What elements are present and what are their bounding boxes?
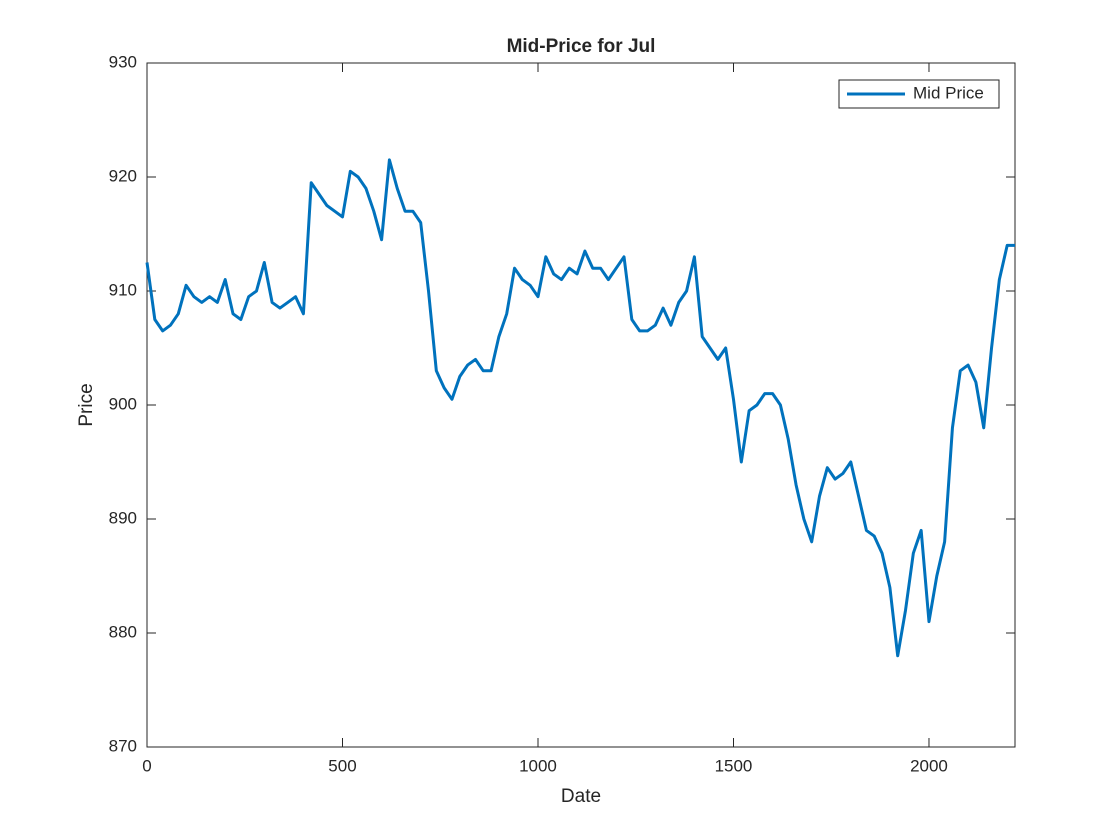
y-tick-label: 920 (109, 166, 137, 185)
x-tick-label: 1500 (715, 756, 753, 775)
legend-label: Mid Price (913, 83, 984, 102)
x-axis-label: Date (561, 786, 601, 807)
data-line (145, 158, 1015, 658)
y-tick-label: 900 (109, 394, 137, 413)
x-tick-label: 2000 (910, 756, 948, 775)
y-tick-label: 890 (109, 508, 137, 527)
x-tick-label: 0 (142, 756, 151, 775)
x-tick-label: 500 (328, 756, 356, 775)
y-tick-label: 870 (109, 736, 137, 755)
x-tick-label: 1000 (519, 756, 557, 775)
y-tick-label: 910 (109, 280, 137, 299)
y-axis-label: Price (76, 383, 97, 426)
y-tick-label: 880 (109, 622, 137, 641)
chart-title: Mid-Price for Jul (507, 36, 656, 57)
y-tick-label: 930 (109, 52, 137, 71)
